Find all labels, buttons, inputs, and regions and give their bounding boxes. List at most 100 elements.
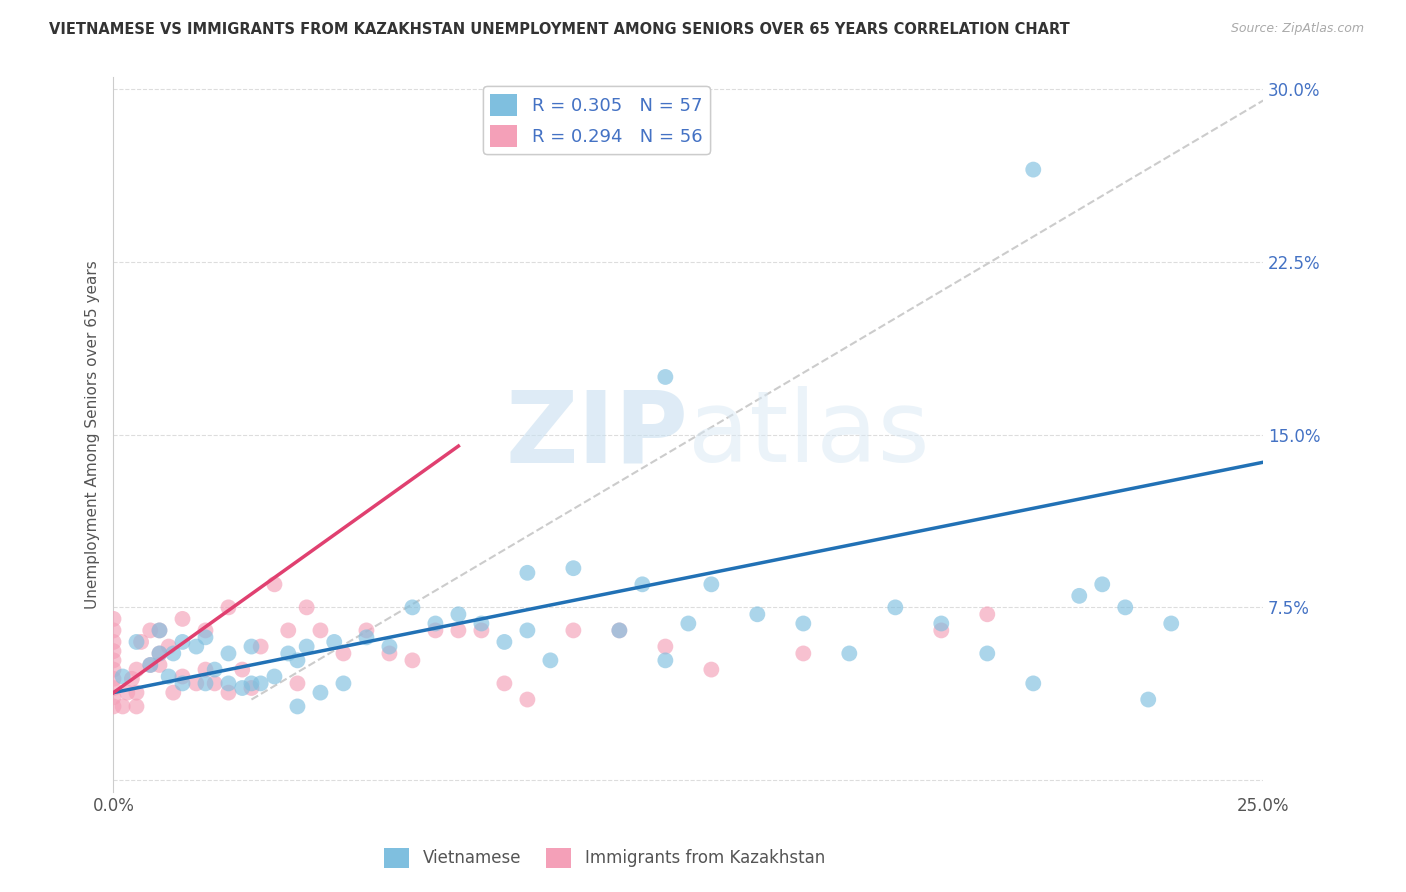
Point bbox=[103, 635, 125, 649]
Point bbox=[447, 624, 470, 638]
Point bbox=[562, 561, 585, 575]
Point bbox=[1022, 676, 1045, 690]
Point bbox=[148, 657, 170, 672]
Text: atlas: atlas bbox=[689, 386, 929, 483]
Point bbox=[148, 624, 170, 638]
Point bbox=[494, 635, 516, 649]
Point bbox=[516, 692, 538, 706]
Point bbox=[401, 600, 423, 615]
Point bbox=[157, 640, 180, 654]
Point bbox=[401, 653, 423, 667]
Point bbox=[117, 685, 139, 699]
Point bbox=[323, 635, 346, 649]
Point bbox=[287, 699, 309, 714]
Point bbox=[172, 676, 194, 690]
Point bbox=[194, 676, 217, 690]
Point bbox=[838, 647, 860, 661]
Point bbox=[332, 647, 354, 661]
Point bbox=[700, 663, 723, 677]
Point bbox=[538, 653, 561, 667]
Point bbox=[139, 657, 162, 672]
Point bbox=[249, 640, 271, 654]
Text: Source: ZipAtlas.com: Source: ZipAtlas.com bbox=[1230, 22, 1364, 36]
Point bbox=[103, 672, 125, 686]
Point bbox=[356, 630, 378, 644]
Point bbox=[309, 624, 332, 638]
Point bbox=[204, 676, 226, 690]
Point bbox=[516, 566, 538, 580]
Point bbox=[609, 624, 631, 638]
Point bbox=[217, 685, 239, 699]
Point bbox=[129, 635, 152, 649]
Point bbox=[194, 624, 217, 638]
Point bbox=[654, 370, 676, 384]
Point bbox=[929, 616, 952, 631]
Point bbox=[309, 685, 332, 699]
Point bbox=[1069, 589, 1091, 603]
Point bbox=[792, 647, 814, 661]
Point bbox=[194, 663, 217, 677]
Point bbox=[240, 676, 263, 690]
Point bbox=[148, 647, 170, 661]
Point bbox=[494, 676, 516, 690]
Point bbox=[103, 663, 125, 677]
Point bbox=[425, 616, 447, 631]
Point bbox=[425, 624, 447, 638]
Point bbox=[447, 607, 470, 622]
Point bbox=[162, 685, 184, 699]
Point bbox=[139, 624, 162, 638]
Point bbox=[125, 699, 148, 714]
Point bbox=[378, 647, 401, 661]
Point bbox=[103, 644, 125, 658]
Point bbox=[1160, 616, 1182, 631]
Point bbox=[103, 624, 125, 638]
Point bbox=[240, 640, 263, 654]
Point bbox=[287, 676, 309, 690]
Point bbox=[356, 624, 378, 638]
Point bbox=[103, 681, 125, 695]
Point bbox=[103, 653, 125, 667]
Point bbox=[186, 676, 208, 690]
Point bbox=[976, 607, 998, 622]
Legend: Vietnamese, Immigrants from Kazakhstan: Vietnamese, Immigrants from Kazakhstan bbox=[378, 841, 831, 875]
Point bbox=[204, 663, 226, 677]
Point bbox=[295, 640, 318, 654]
Point bbox=[172, 612, 194, 626]
Point bbox=[609, 624, 631, 638]
Point bbox=[217, 600, 239, 615]
Point bbox=[148, 624, 170, 638]
Point bbox=[103, 699, 125, 714]
Point bbox=[654, 653, 676, 667]
Point bbox=[111, 699, 134, 714]
Point bbox=[231, 681, 253, 695]
Point bbox=[1114, 600, 1136, 615]
Point bbox=[186, 640, 208, 654]
Point bbox=[976, 647, 998, 661]
Point bbox=[103, 690, 125, 705]
Point bbox=[1022, 162, 1045, 177]
Point bbox=[125, 663, 148, 677]
Point bbox=[121, 672, 143, 686]
Point bbox=[240, 681, 263, 695]
Point bbox=[516, 624, 538, 638]
Point bbox=[231, 663, 253, 677]
Point bbox=[562, 624, 585, 638]
Point bbox=[172, 635, 194, 649]
Point bbox=[287, 653, 309, 667]
Point bbox=[1137, 692, 1160, 706]
Point bbox=[217, 676, 239, 690]
Point bbox=[277, 647, 299, 661]
Point bbox=[929, 624, 952, 638]
Y-axis label: Unemployment Among Seniors over 65 years: Unemployment Among Seniors over 65 years bbox=[86, 260, 100, 609]
Point bbox=[103, 612, 125, 626]
Point bbox=[172, 669, 194, 683]
Point bbox=[378, 640, 401, 654]
Point bbox=[678, 616, 700, 631]
Point bbox=[1091, 577, 1114, 591]
Point bbox=[747, 607, 769, 622]
Point bbox=[792, 616, 814, 631]
Point bbox=[654, 640, 676, 654]
Point bbox=[884, 600, 907, 615]
Point bbox=[139, 657, 162, 672]
Point bbox=[194, 630, 217, 644]
